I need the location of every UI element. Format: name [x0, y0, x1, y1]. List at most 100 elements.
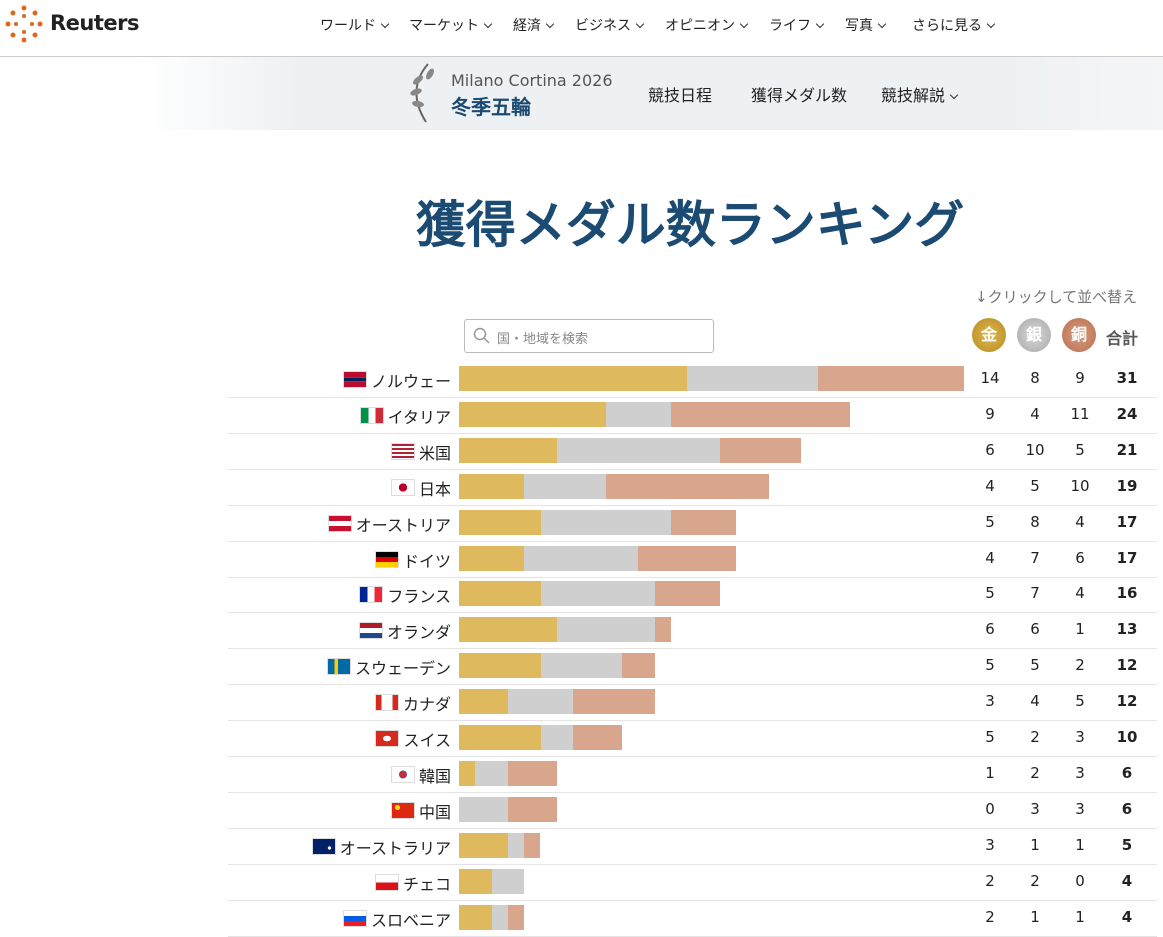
nav-item[interactable]: オピニオン [665, 15, 747, 35]
gold-count: 3 [985, 692, 995, 711]
flag [311, 837, 336, 855]
silver-count: 4 [1030, 404, 1040, 423]
bronze-header[interactable]: 銅 [1062, 318, 1096, 352]
silver-bar [491, 868, 525, 894]
silver-count: 2 [1030, 728, 1040, 746]
country-name: チェコ [402, 874, 451, 894]
nav-item[interactable]: 経済 [513, 15, 553, 35]
total-count: 21 [1116, 440, 1138, 459]
sub-nav: Milano Cortina 2026 冬季五輪 競技日程 獲得メダル数 競技解… [140, 57, 1163, 130]
search-box[interactable]: 国・地域を検索 [464, 319, 714, 353]
total-count: 10 [1116, 728, 1138, 746]
row-divider [228, 899, 1157, 901]
total-count: 6 [1121, 799, 1133, 818]
silver-count: 1 [1030, 907, 1040, 926]
nav-item[interactable]: さらに見る [912, 15, 994, 35]
silver-count: 7 [1030, 584, 1040, 603]
nav-item[interactable]: ビジネス [575, 15, 643, 35]
silver-bar [540, 725, 574, 750]
country-name: 韓国 [418, 766, 451, 786]
search-placeholder: 国・地域を検索 [497, 332, 589, 347]
row-divider [228, 432, 1157, 434]
bronze-bar [507, 796, 557, 822]
gold-count: 4 [985, 476, 995, 495]
silver-count: 8 [1030, 512, 1040, 531]
bronze-bar [507, 904, 525, 930]
bronze-bar [670, 509, 737, 535]
event-title: 冬季五輪 [451, 95, 531, 119]
country-name: イタリア [387, 407, 451, 427]
sub-link[interactable]: 獲得メダル数 [751, 86, 848, 105]
bronze-count: 6 [1075, 548, 1085, 567]
bronze-count: 10 [1070, 476, 1090, 495]
silver-bar [524, 473, 606, 499]
bronze-count: 3 [1075, 799, 1085, 818]
country-name: フランス [387, 587, 451, 607]
bronze-count: 1 [1075, 907, 1085, 926]
row-divider [228, 756, 1157, 757]
silver-bar [605, 401, 671, 427]
bronze-count: 5 [1075, 440, 1085, 459]
bronze-bar [817, 366, 965, 391]
top-nav: Reuters ワールド マーケット 経済 ビジネス オピニオン ライフ 写真 さらに見る [0, 0, 1163, 57]
bronze-bar [638, 545, 737, 571]
gold-bar [459, 545, 525, 571]
silver-header[interactable]: 銀 [1017, 318, 1051, 352]
row-divider [228, 540, 1157, 542]
silver-count: 5 [1030, 476, 1040, 495]
gold-count: 1 [985, 763, 995, 782]
flag [390, 442, 415, 460]
silver-count: 8 [1030, 369, 1040, 387]
bronze-count: 0 [1075, 871, 1085, 890]
flag [374, 550, 399, 568]
nav-item[interactable]: ワールド [320, 15, 388, 35]
gold-bar [459, 401, 606, 427]
flag [375, 730, 400, 747]
total-count: 24 [1116, 404, 1138, 423]
gold-bar [459, 581, 541, 607]
total-header[interactable]: 合計 [1106, 329, 1139, 348]
bronze-bar [605, 473, 769, 499]
bronze-bar [654, 581, 720, 607]
row-divider [228, 827, 1157, 829]
silver-count: 6 [1030, 620, 1040, 639]
sort-hint: ↓クリックして並べ替え [975, 288, 1138, 306]
gold-count: 6 [985, 440, 995, 459]
laurel-icon [410, 63, 434, 123]
bronze-count: 2 [1075, 656, 1085, 675]
total-count: 12 [1116, 692, 1138, 711]
bronze-bar [524, 832, 541, 858]
nav-item[interactable]: 写真 [845, 15, 885, 35]
gold-bar [459, 653, 541, 679]
total-count: 19 [1116, 476, 1138, 495]
country-name: 中国 [418, 802, 451, 822]
gold-bar [459, 760, 476, 786]
total-count: 5 [1121, 835, 1133, 854]
nav-item[interactable]: マーケット [409, 15, 491, 35]
gold-count: 5 [985, 584, 995, 603]
sub-link[interactable]: 競技解説 [881, 82, 957, 106]
flag [359, 406, 384, 424]
row-divider [228, 684, 1157, 686]
nav-item[interactable]: ライフ [769, 15, 823, 35]
bronze-count: 1 [1075, 835, 1085, 854]
country-name: ドイツ [402, 551, 451, 571]
gold-count: 5 [985, 728, 995, 746]
silver-count: 4 [1030, 692, 1040, 711]
total-count: 31 [1116, 369, 1138, 387]
logo[interactable]: Reuters [50, 11, 140, 35]
bronze-bar [719, 437, 802, 463]
silver-bar [556, 437, 720, 463]
bronze-count: 4 [1075, 584, 1085, 603]
bronze-bar [573, 725, 622, 750]
gold-header[interactable]: 金 [972, 318, 1006, 352]
country-name: スウェーデン [354, 659, 451, 679]
gold-count: 9 [985, 404, 995, 423]
bronze-bar [654, 617, 671, 643]
flag [374, 873, 399, 891]
silver-count: 7 [1030, 548, 1040, 567]
sub-link[interactable]: 競技日程 [648, 86, 713, 105]
gold-count: 2 [985, 907, 995, 926]
total-count: 6 [1121, 763, 1133, 782]
